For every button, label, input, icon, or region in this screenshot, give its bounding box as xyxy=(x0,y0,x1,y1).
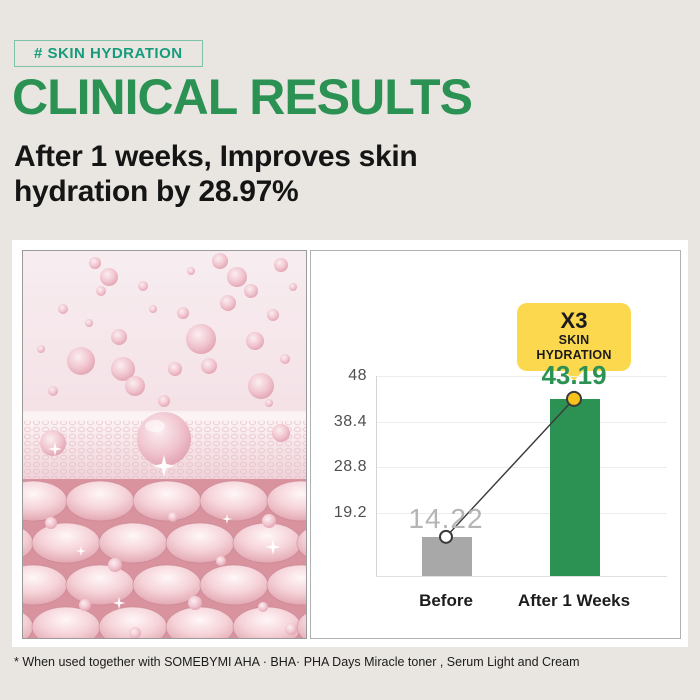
gridline xyxy=(377,376,667,377)
subtitle-line-2: hydration by 28.97% xyxy=(14,175,299,208)
connector-line xyxy=(445,398,575,538)
before-marker-dot xyxy=(439,529,453,544)
gridline xyxy=(377,421,667,423)
gridline xyxy=(377,513,667,515)
y-tick-label: 48 xyxy=(348,367,367,384)
bar-after-1-weeks xyxy=(550,398,600,576)
category-label-after-1-weeks: After 1 Weeks xyxy=(517,591,631,610)
subtitle-line-1: After 1 weeks, Improves skin xyxy=(14,140,418,173)
y-tick-label: 19.2 xyxy=(333,504,367,522)
page-subtitle: After 1 weeks, Improves skin hydration b… xyxy=(14,139,418,209)
x3-caption-label: SKIN HYDRATION xyxy=(536,333,612,362)
chart-panel: X3 SKIN HYDRATION 48 38.4 28.8 19.2 14.22 Bef… xyxy=(310,250,681,639)
page-title: CLINICAL RESULTS xyxy=(12,69,473,125)
results-card: X3 SKIN HYDRATION 48 38.4 28.8 19.2 14.22 Bef… xyxy=(12,240,688,647)
skin-illustration-panel xyxy=(22,250,307,639)
value-label-before: 14.22 xyxy=(408,502,484,534)
category-label-before: Before xyxy=(419,591,473,610)
y-tick-label: 38.4 xyxy=(333,412,367,430)
x3-badge: X3 SKIN HYDRATION xyxy=(517,303,631,381)
footnote: * When used together with SOMEBYMI AHA ·… xyxy=(14,655,580,669)
gridline xyxy=(377,467,667,469)
x3-multiplier-label: X3 xyxy=(560,308,588,333)
value-label-after-1-weeks: 43.19 xyxy=(541,359,607,390)
after-marker-dot xyxy=(566,390,582,407)
y-tick-label: 28.8 xyxy=(333,458,367,476)
connector-overlay xyxy=(439,390,582,544)
skin-moisture-illustration xyxy=(23,251,306,638)
hashtag-badge: # SKIN HYDRATION xyxy=(14,40,203,67)
